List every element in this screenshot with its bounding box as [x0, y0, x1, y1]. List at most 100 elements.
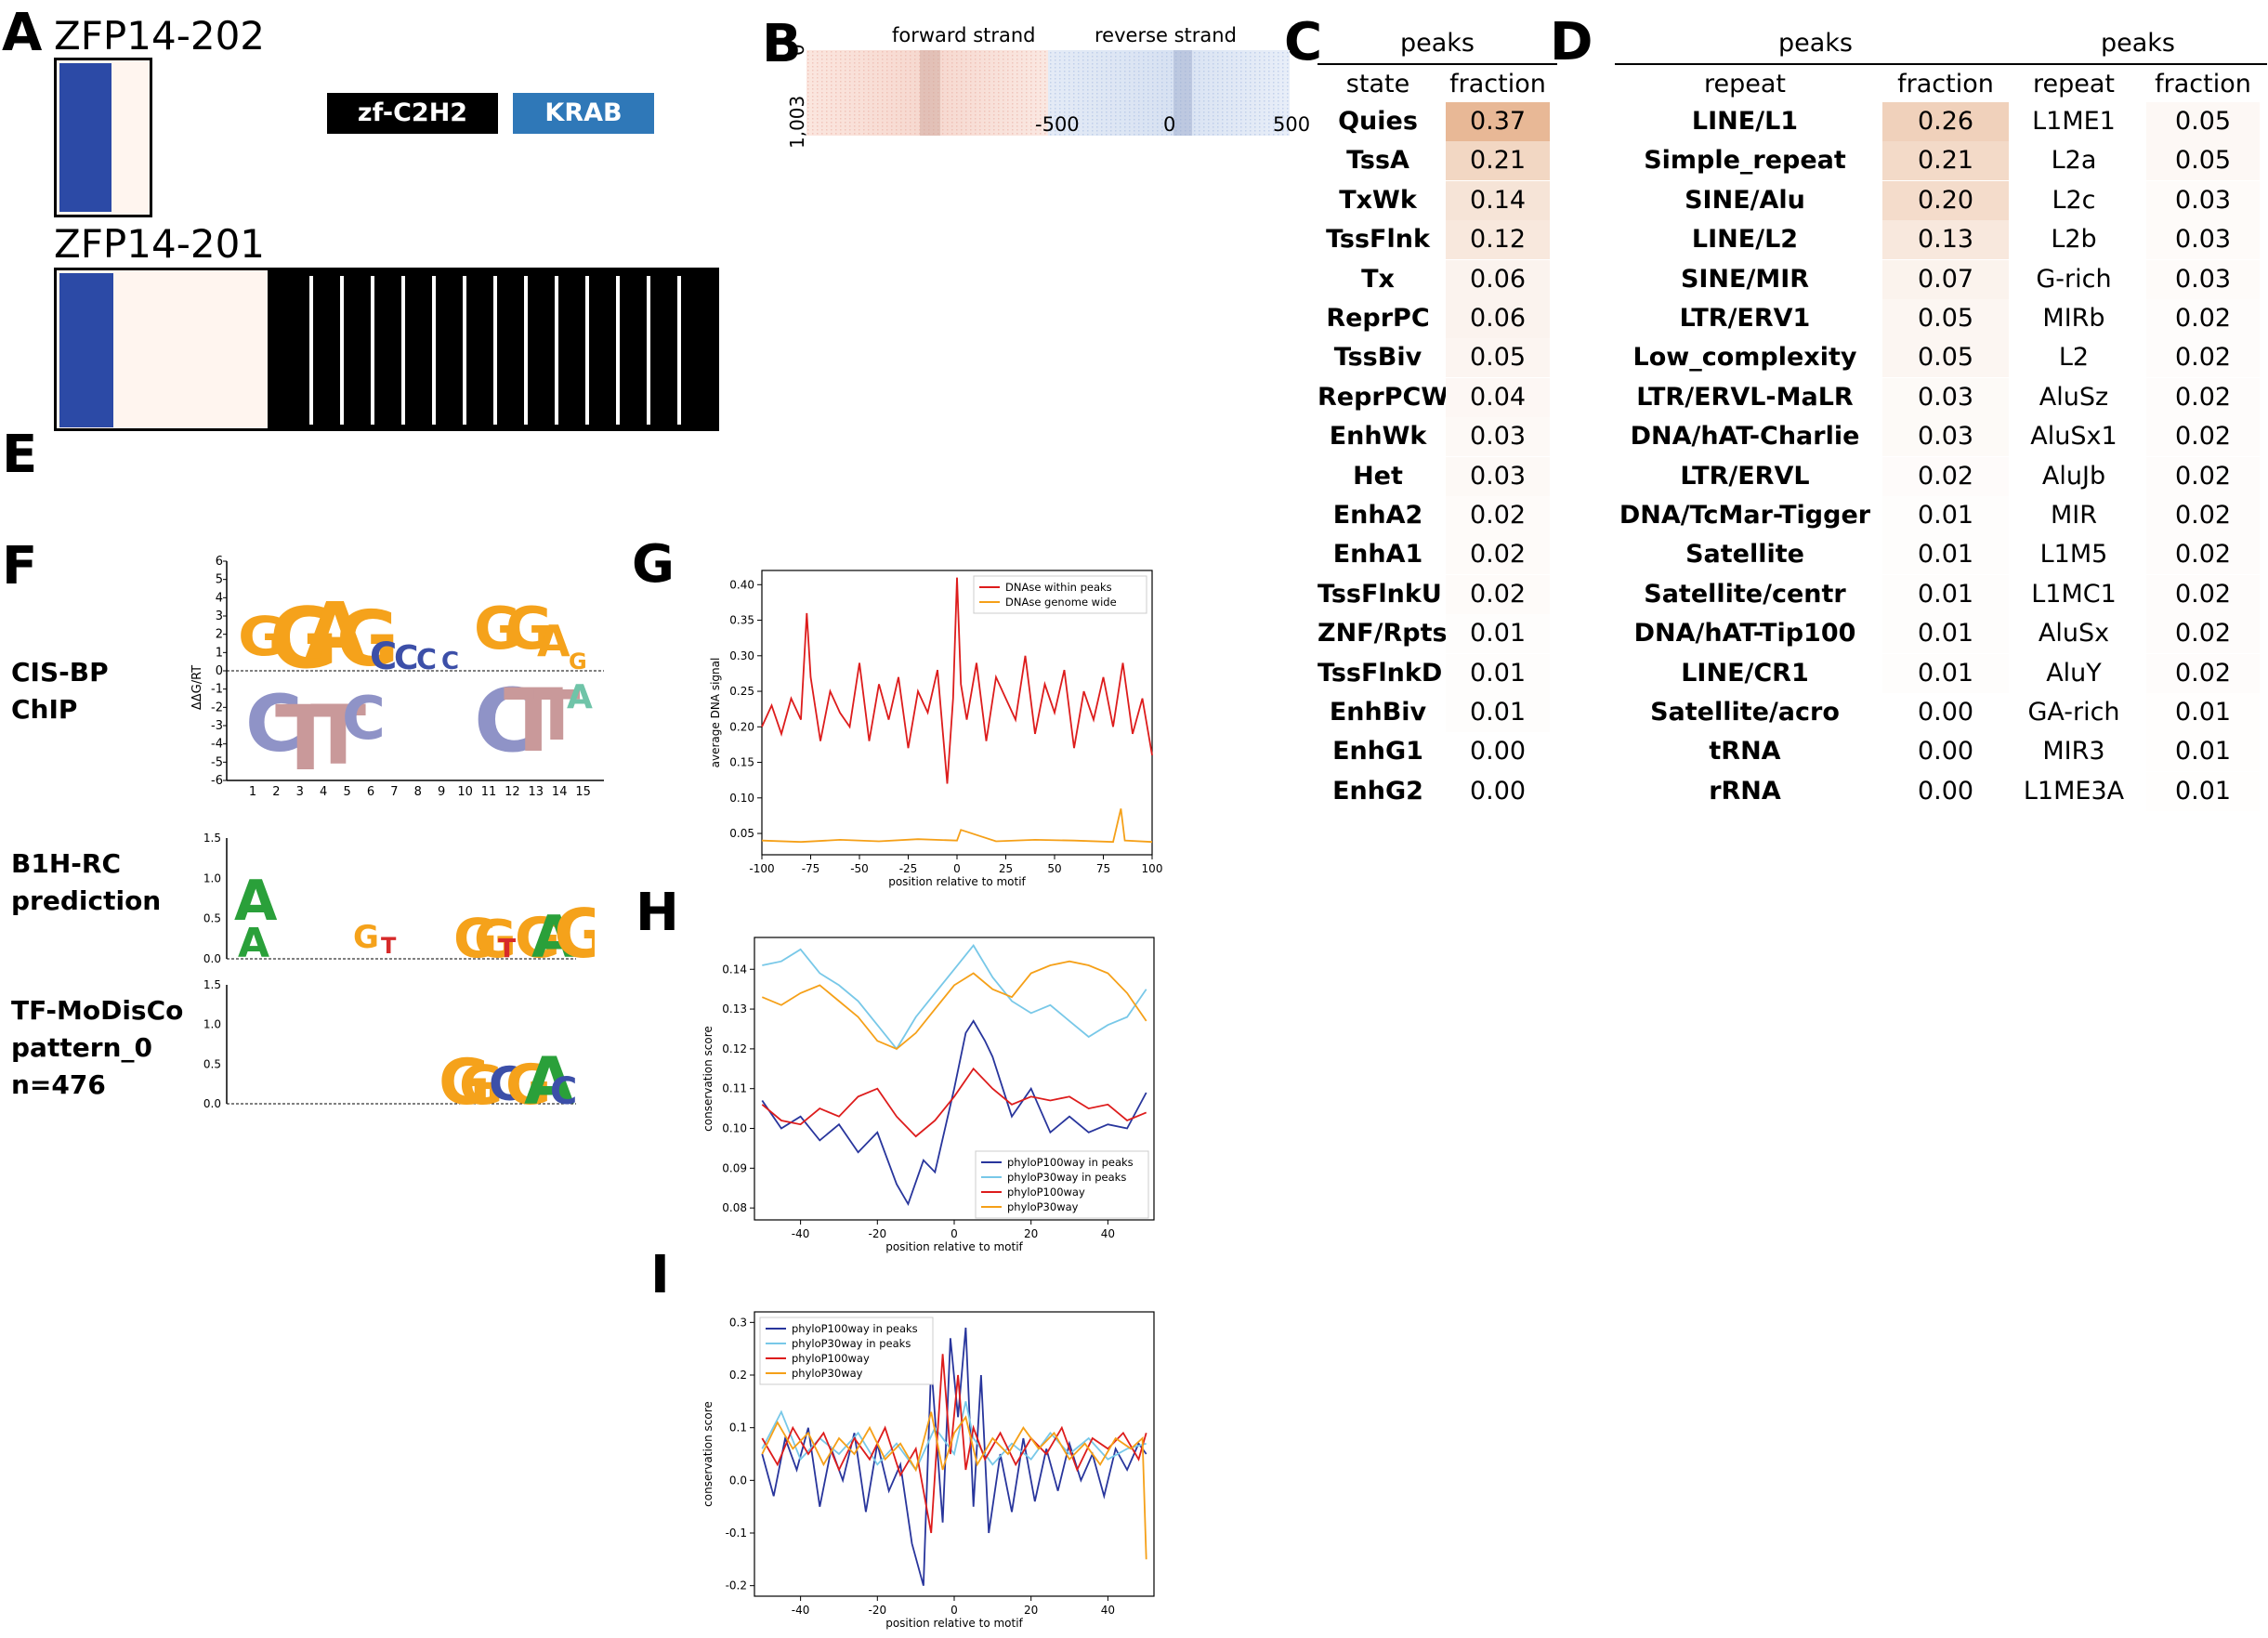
legend-entry: phyloP30way [1007, 1200, 1079, 1213]
x-tick-label: -20 [869, 1227, 887, 1240]
legend-entry: phyloP100way [792, 1352, 870, 1365]
table-row-key: TxWk [1339, 185, 1417, 215]
logo-letter: C [245, 678, 303, 769]
panel-label-h: H [636, 883, 679, 943]
x-tick-label: -40 [792, 1227, 810, 1240]
table-row-key: MIRb [2042, 304, 2105, 333]
table-row-key: TssA [1346, 146, 1409, 176]
x-tick-label: -75 [802, 862, 820, 875]
cisbp-xtick: 10 [457, 785, 473, 799]
y-axis-label: conservation score [701, 1401, 714, 1507]
table-row-key: EnhG2 [1332, 776, 1423, 806]
table-row-value: 0.00 [1882, 693, 2009, 732]
table-row-value: 0.06 [1446, 299, 1550, 338]
table-row-value: 0.02 [2146, 417, 2260, 457]
table-row-value: 0.02 [2146, 614, 2260, 654]
table-row-key: L1ME1 [2032, 107, 2116, 136]
x-tick-label: -40 [792, 1604, 810, 1617]
logo-letter: A [567, 678, 593, 716]
y-tick-label: 0.13 [722, 1002, 747, 1016]
table-row-key: L2a [2051, 146, 2097, 176]
series-line-3 [761, 1411, 1147, 1560]
logo-letter: A [531, 903, 576, 966]
logo-letter: G [453, 907, 498, 966]
cisbp-xtick: 6 [367, 785, 374, 799]
logo-letter: C [394, 639, 418, 677]
tblC-rule [1318, 63, 1557, 65]
cisbp-xtick: 9 [438, 785, 445, 799]
legend-entry: phyloP100way in peaks [1007, 1156, 1134, 1169]
table-row-key: LTR/ERVL [1680, 461, 1810, 491]
table-row-value: 0.21 [1446, 141, 1550, 181]
table-row-value: 0.01 [2146, 693, 2260, 732]
heatmap-b-xtick-500: 500 [1273, 113, 1311, 136]
table-row-value: 0.02 [2146, 338, 2260, 378]
logo-letter: G [515, 906, 560, 966]
b1h-ytick: 0.5 [203, 912, 221, 925]
table-row-value: 0.07 [1882, 259, 2009, 299]
y-tick-label: 0.15 [729, 756, 754, 769]
table-row-key: MIR [2050, 501, 2098, 530]
table-row-value: 0.03 [1882, 377, 2009, 417]
logo-letter: T [381, 933, 397, 959]
table-row-key: ReprPC [1326, 304, 1430, 333]
panel-label-a: A [2, 3, 43, 63]
heatmap-b [806, 50, 1290, 139]
table-row-key: DNA/hAT-Charlie [1630, 422, 1860, 452]
x-axis-label: position relative to motif [885, 1240, 1023, 1253]
heatmap-b-xtick-minus500: -500 [1035, 113, 1080, 136]
y-tick-label: 0.3 [729, 1316, 747, 1329]
isoform-201-krab-domain [59, 273, 113, 427]
y-tick-label: 0.20 [729, 720, 754, 733]
table-row-value: 0.14 [1446, 180, 1550, 220]
modisco-ytick: 0.5 [203, 1057, 221, 1070]
tblD1-rule [1615, 63, 2016, 65]
table-row-key: LTR/ERVL-MaLR [1636, 382, 1854, 412]
motif-b1h-label-line2: prediction [11, 885, 162, 916]
table-row-value: 0.02 [2146, 574, 2260, 614]
x-tick-label: 0 [950, 1604, 958, 1617]
table-row-key: AluJb [2041, 461, 2106, 491]
tblC-col1-header: state [1345, 70, 1410, 98]
table-row-value: 0.05 [1882, 299, 2009, 338]
b1h-ytick: 1.0 [203, 871, 221, 885]
table-row-value: 0.05 [1446, 338, 1550, 378]
table-row-value: 0.01 [1882, 535, 2009, 575]
chart-h-conservation: -40 -20 0 20 40 0.08 0.09 0.10 0.11 0.12 0.13 0.14 p… [701, 937, 1155, 1253]
cisbp-ytick: 0 [216, 664, 223, 678]
logo-letter: A [537, 616, 570, 666]
logo-letter: A [234, 869, 278, 934]
logo-letter: T [275, 687, 335, 791]
legend-zf-c2h2: zf-C2H2 [327, 93, 498, 134]
heatmap-b-ytick-top: 0 [786, 44, 808, 56]
panel-label-g: G [632, 534, 675, 595]
table-row-value: 0.01 [1882, 653, 2009, 693]
table-row-value: 0.01 [2146, 771, 2260, 811]
tblD2-col2-header: fraction [2155, 70, 2251, 98]
table-row-key: AluY [2046, 658, 2102, 688]
isoform-202-diagram [54, 58, 152, 217]
table-row-value: 0.21 [1882, 141, 2009, 181]
tblD2-rule [2009, 63, 2267, 65]
logo-letter: C [550, 1070, 577, 1113]
y-tick-label: 0.0 [729, 1474, 747, 1487]
legend-entry: phyloP30way [792, 1367, 863, 1380]
table-row-key: LINE/CR1 [1681, 658, 1809, 688]
series-line-1 [762, 944, 1147, 1051]
legend-krab-label: KRAB [544, 98, 623, 127]
tblD2-col1-header: repeat [2032, 70, 2115, 98]
table-row-key: SINE/MIR [1680, 264, 1810, 294]
panel-label-i: I [650, 1245, 670, 1305]
table-row-key: Tx [1361, 264, 1395, 294]
table-row-value: 0.02 [2146, 535, 2260, 575]
y-tick-label: 0.1 [729, 1422, 747, 1435]
legend-entry: DNAse within peaks [1005, 581, 1112, 594]
logo-letter: C [489, 1057, 523, 1111]
x-axis-label: position relative to motif [885, 1617, 1023, 1630]
y-tick-label: 0.11 [722, 1082, 747, 1095]
table-row-key: Quies [1338, 107, 1418, 136]
table-row-key: L2b [2051, 225, 2097, 255]
tblD2-title: peaks [2101, 29, 2175, 58]
table-row-value: 0.02 [1446, 535, 1550, 575]
table-row-value: 0.00 [1882, 771, 2009, 811]
